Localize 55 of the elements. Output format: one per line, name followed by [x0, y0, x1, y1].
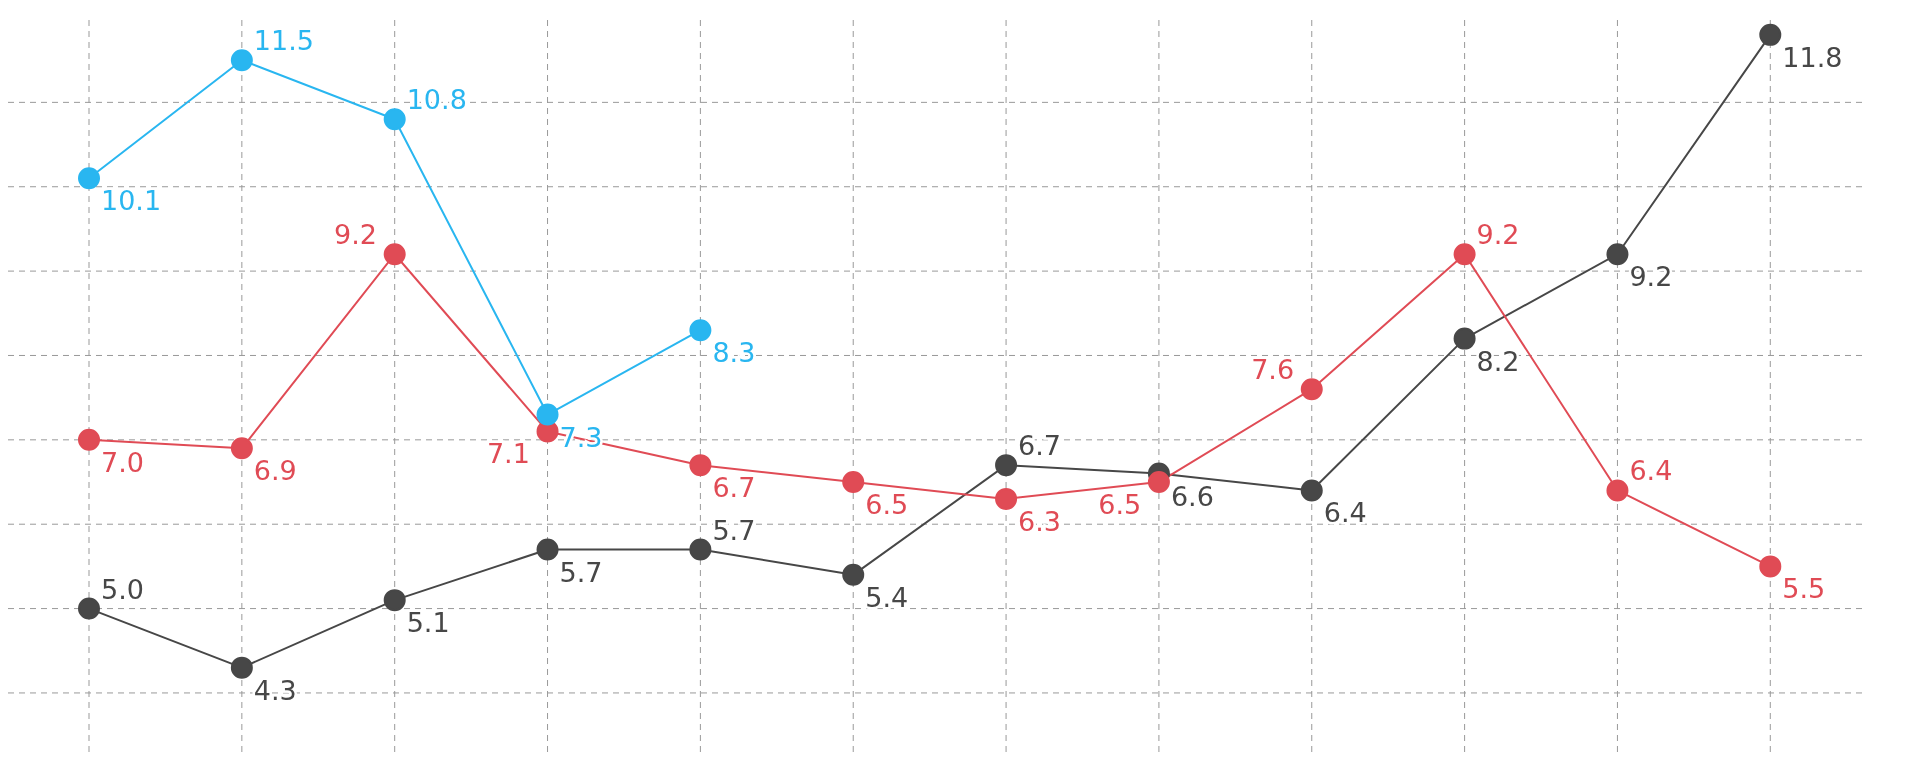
point	[1759, 555, 1782, 578]
point	[842, 563, 865, 586]
point	[995, 487, 1018, 510]
point	[383, 589, 406, 612]
data-label: 9.2	[334, 219, 378, 251]
point	[1300, 378, 1323, 401]
data-label: 8.3	[712, 337, 756, 369]
data-label: 5.7	[712, 514, 756, 546]
data-label: 6.4	[1629, 455, 1673, 487]
point	[1606, 479, 1629, 502]
data-label: 11.5	[253, 25, 314, 57]
point	[689, 454, 712, 477]
data-label: 7.1	[486, 438, 530, 470]
point	[383, 108, 406, 131]
data-label: 10.8	[406, 84, 467, 116]
data-label: 11.8	[1782, 41, 1843, 73]
data-label: 6.4	[1323, 497, 1367, 529]
point	[1453, 327, 1476, 350]
data-label: 9.2	[1476, 219, 1520, 251]
data-label: 6.7	[712, 472, 756, 504]
point	[842, 471, 865, 494]
data-label: 5.5	[1782, 573, 1826, 605]
data-label: 6.9	[253, 455, 297, 487]
point	[1606, 243, 1629, 266]
point	[1147, 471, 1170, 494]
data-label: 4.3	[253, 674, 297, 706]
point	[230, 656, 253, 679]
data-label: 5.1	[406, 607, 450, 639]
data-label: 5.4	[865, 581, 909, 613]
data-label: 5.7	[559, 556, 603, 588]
point	[689, 538, 712, 561]
data-label: 7.6	[1251, 354, 1295, 386]
point	[689, 319, 712, 342]
data-label: 9.2	[1629, 261, 1673, 293]
point	[78, 597, 101, 620]
data-label: 5.0	[101, 573, 144, 605]
data-label: 7.0	[101, 446, 144, 478]
point	[1759, 23, 1782, 46]
point	[78, 428, 101, 451]
point	[230, 49, 253, 72]
point	[995, 454, 1018, 477]
point	[536, 538, 559, 561]
point	[383, 243, 406, 266]
data-label: 10.1	[101, 185, 162, 217]
point	[230, 437, 253, 460]
data-label: 8.2	[1476, 345, 1520, 377]
data-label: 6.5	[1098, 489, 1142, 521]
point	[1453, 243, 1476, 266]
point	[78, 167, 101, 190]
point	[536, 403, 559, 426]
data-label: 6.5	[865, 489, 909, 521]
data-label: 6.7	[1018, 430, 1062, 462]
data-label: 6.3	[1018, 505, 1062, 537]
point	[1300, 479, 1323, 502]
data-label: 6.6	[1170, 480, 1214, 512]
